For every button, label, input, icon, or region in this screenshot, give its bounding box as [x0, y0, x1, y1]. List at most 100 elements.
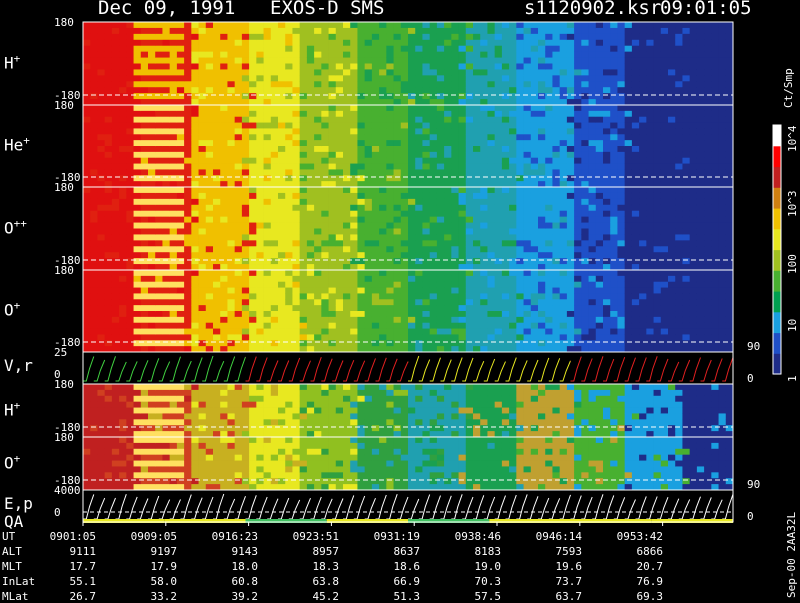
heatmap-cell — [451, 299, 459, 305]
heatmap-cell — [112, 270, 120, 276]
heatmap-cell — [199, 199, 207, 205]
heatmap-cell — [329, 75, 337, 81]
heatmap-cell — [581, 288, 589, 294]
heatmap-cell — [307, 211, 315, 217]
heatmap-cell — [437, 105, 445, 111]
heatmap-cell — [502, 317, 510, 323]
heatmap-cell — [516, 87, 524, 93]
heatmap-cell — [524, 252, 532, 258]
heatmap-cell — [134, 252, 142, 258]
heatmap-cell — [516, 229, 524, 235]
heatmap-cell — [538, 146, 546, 152]
heatmap-cell — [430, 293, 438, 299]
heatmap-cell — [343, 270, 351, 276]
heatmap-cell — [249, 111, 257, 117]
heatmap-cell — [422, 252, 430, 258]
heatmap-cell — [119, 187, 127, 193]
heatmap-cell — [408, 276, 416, 282]
heatmap-cell — [697, 75, 705, 81]
heatmap-cell — [560, 64, 568, 70]
heatmap-cell — [697, 234, 705, 240]
heatmap-cell — [617, 187, 625, 193]
heatmap-cell — [184, 175, 192, 181]
heatmap-cell — [134, 175, 142, 181]
heatmap-cell — [155, 117, 163, 123]
heatmap-cell — [300, 169, 308, 175]
heatmap-cell — [459, 134, 467, 140]
heatmap-cell — [321, 105, 329, 111]
heatmap-cell — [126, 240, 134, 246]
heatmap-cell — [249, 323, 257, 329]
heatmap-cell — [249, 293, 257, 299]
heatmap-cell — [227, 288, 235, 294]
heatmap-cell — [567, 252, 575, 258]
heatmap-cell — [596, 187, 604, 193]
heatmap-cell — [531, 28, 539, 34]
heatmap-cell — [220, 64, 228, 70]
heatmap-cell — [444, 299, 452, 305]
heatmap-cell — [213, 52, 221, 58]
heatmap-cell — [126, 334, 134, 340]
heatmap-cell — [365, 40, 373, 46]
heatmap-cell — [639, 87, 647, 93]
heatmap-cell — [589, 270, 597, 276]
heatmap-cell — [437, 22, 445, 28]
heatmap-cell — [719, 240, 727, 246]
heatmap-cell — [220, 240, 228, 246]
heatmap-cell — [314, 240, 322, 246]
heatmap-cell — [574, 140, 582, 146]
heatmap-cell — [574, 205, 582, 211]
heatmap-cell — [97, 276, 105, 282]
heatmap-cell — [119, 246, 127, 252]
heatmap-cell — [213, 140, 221, 146]
heatmap-cell — [105, 93, 113, 99]
heatmap-cell — [343, 199, 351, 205]
heatmap-cell — [581, 258, 589, 264]
heatmap-cell — [90, 264, 98, 270]
heatmap-cell — [105, 264, 113, 270]
heatmap-cell — [199, 146, 207, 152]
heatmap-cell — [90, 69, 98, 75]
heatmap-cell — [430, 240, 438, 246]
heatmap-cell — [336, 288, 344, 294]
heatmap-cell — [581, 46, 589, 52]
heatmap-cell — [249, 164, 257, 170]
heatmap-cell — [134, 193, 142, 199]
heatmap-cell — [365, 305, 373, 311]
heatmap-cell — [314, 258, 322, 264]
heatmap-cell — [184, 87, 192, 93]
heatmap-cell — [170, 305, 178, 311]
heatmap-cell — [184, 93, 192, 99]
heatmap-cell — [300, 117, 308, 123]
heatmap-cell — [300, 276, 308, 282]
heatmap-cell — [473, 299, 481, 305]
heatmap-cell — [278, 187, 286, 193]
heatmap-cell — [567, 146, 575, 152]
heatmap-cell — [560, 264, 568, 270]
heatmap-cell — [184, 258, 192, 264]
heatmap-cell — [516, 169, 524, 175]
heatmap-cell — [480, 252, 488, 258]
heatmap-cell — [401, 311, 409, 317]
heatmap-cell — [379, 105, 387, 111]
heatmap-cell — [408, 40, 416, 46]
heatmap-cell — [682, 123, 690, 129]
heatmap-cell — [552, 234, 560, 240]
heatmap-cell — [502, 299, 510, 305]
heatmap-cell — [632, 52, 640, 58]
heatmap-cell — [690, 323, 698, 329]
heatmap-cell — [365, 87, 373, 93]
heatmap-cell — [271, 329, 279, 335]
heatmap-cell — [639, 158, 647, 164]
heatmap-cell — [372, 105, 380, 111]
heatmap-cell — [466, 264, 474, 270]
heatmap-cell — [552, 199, 560, 205]
heatmap-cell — [235, 134, 243, 140]
heatmap-cell — [264, 123, 272, 129]
heatmap-cell — [408, 323, 416, 329]
heatmap-cell — [682, 69, 690, 75]
heatmap-cell — [610, 288, 618, 294]
heatmap-cell — [451, 323, 459, 329]
heatmap-cell — [682, 22, 690, 28]
heatmap-cell — [191, 75, 199, 81]
